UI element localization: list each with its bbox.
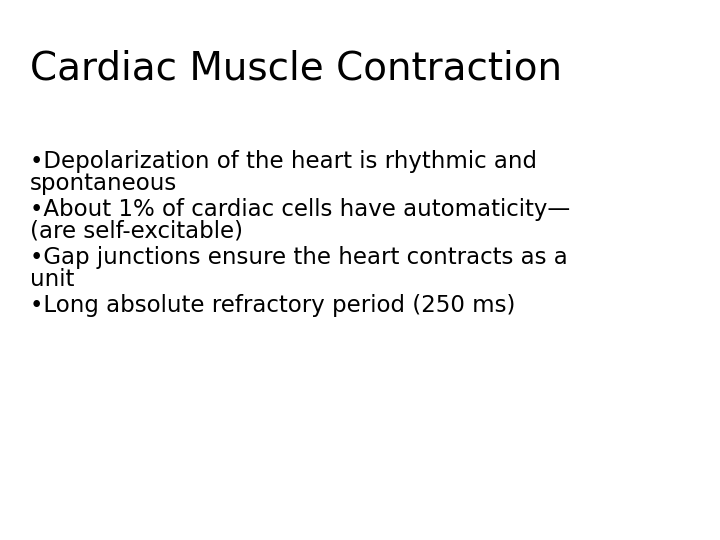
Text: •Long absolute refractory period (250 ms): •Long absolute refractory period (250 ms… xyxy=(30,294,516,317)
Text: unit: unit xyxy=(30,268,74,291)
Text: •About 1% of cardiac cells have automaticity—: •About 1% of cardiac cells have automati… xyxy=(30,198,570,221)
Text: (are self-excitable): (are self-excitable) xyxy=(30,220,243,243)
Text: •Depolarization of the heart is rhythmic and: •Depolarization of the heart is rhythmic… xyxy=(30,150,537,173)
Text: spontaneous: spontaneous xyxy=(30,172,177,195)
Text: •Gap junctions ensure the heart contracts as a: •Gap junctions ensure the heart contract… xyxy=(30,246,568,269)
Text: Cardiac Muscle Contraction: Cardiac Muscle Contraction xyxy=(30,50,562,88)
